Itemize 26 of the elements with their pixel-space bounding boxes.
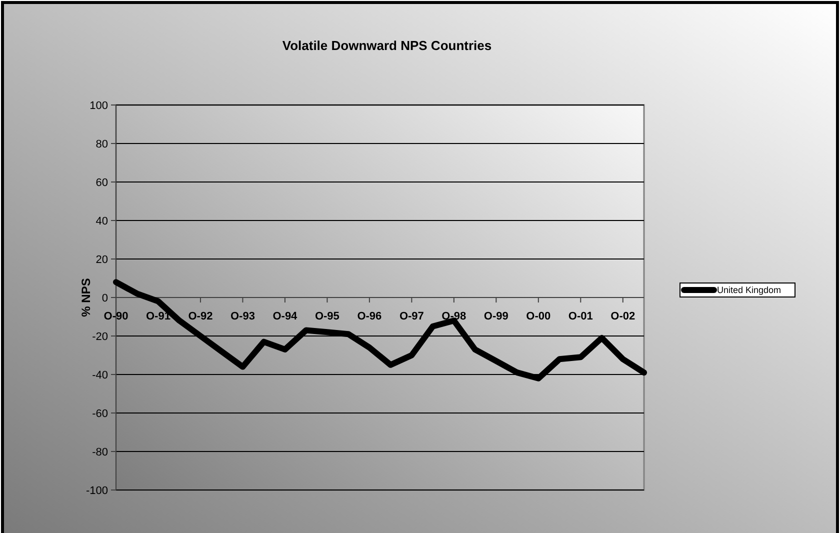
y-tick-label: -80: [92, 446, 108, 458]
y-tick-label: 0: [102, 292, 108, 304]
y-tick-label: -60: [92, 408, 108, 420]
x-tick-label: O-96: [357, 310, 382, 322]
y-axis-title: % NPS: [79, 278, 93, 317]
x-tick-label: O-98: [442, 310, 466, 322]
x-tick-label: O-91: [146, 310, 170, 322]
legend-label: United Kingdom: [717, 285, 782, 296]
x-tick-label: O-02: [610, 310, 636, 322]
y-tick-label: 80: [96, 138, 108, 150]
y-tick-label: -100: [86, 484, 108, 497]
x-tick-label: O-92: [188, 310, 213, 322]
x-tick-label: O-01: [568, 310, 593, 322]
x-tick-label: O-93: [230, 310, 255, 322]
y-tick-label: -20: [92, 330, 108, 343]
x-tick-label: O-95: [314, 310, 340, 322]
y-tick-label: -40: [92, 369, 108, 382]
y-tick-label: 20: [96, 254, 108, 266]
y-tick-label: 100: [90, 100, 108, 112]
x-tick-label: O-97: [399, 310, 424, 322]
x-tick-label: O-99: [484, 310, 508, 322]
y-tick-label: 60: [96, 176, 108, 189]
x-tick-label: O-94: [272, 310, 298, 322]
y-tick-label: 40: [96, 215, 108, 228]
x-tick-label: O-00: [526, 310, 551, 322]
chart-title: Volatile Downward NPS Countries: [282, 38, 492, 53]
